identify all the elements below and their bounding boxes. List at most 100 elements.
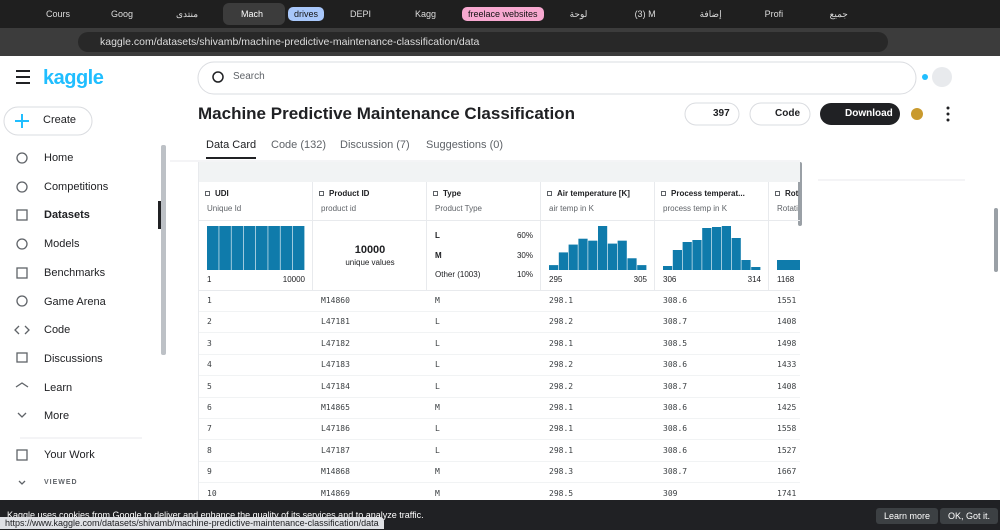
table-cell: 1408 — [777, 317, 797, 327]
column-name: Rot — [785, 189, 799, 198]
code-button[interactable]: Code — [775, 108, 800, 119]
type-label: L — [435, 231, 440, 240]
page-tab[interactable]: Discussion (7) — [340, 139, 410, 151]
table-cell: L — [435, 445, 440, 455]
table-cell: M — [435, 488, 440, 498]
cookie-text: Kaggle uses cookies from Google to deliv… — [7, 510, 424, 520]
column-name: Type — [443, 189, 462, 198]
nav-item[interactable]: More — [44, 410, 70, 423]
tab-group[interactable]: freelace websites — [462, 7, 544, 21]
column-type-icon — [205, 191, 210, 196]
browser-tab[interactable]: جميع — [829, 8, 848, 19]
column-type-icon — [661, 191, 666, 196]
page-tab[interactable]: Suggestions (0) — [426, 139, 504, 151]
histogram-bar — [558, 252, 568, 270]
histogram — [777, 260, 800, 270]
nav-item[interactable]: Competitions — [44, 180, 109, 193]
table-cell: L — [435, 338, 440, 348]
logo[interactable]: kaggle — [43, 67, 104, 89]
browser-tab[interactable]: Goog — [111, 9, 134, 19]
page-tab[interactable]: Data Card — [206, 139, 257, 151]
table-top-strip — [199, 162, 800, 182]
histogram-bar — [598, 226, 608, 270]
browser-tab[interactable]: (3) M — [634, 9, 656, 19]
browser-tab[interactable]: لوحة — [569, 8, 588, 19]
histogram-bar — [231, 226, 244, 270]
table-cell: L47181 — [321, 317, 350, 327]
table-cell: L47183 — [321, 360, 350, 370]
learn-more-button[interactable]: Learn more — [876, 508, 939, 524]
nav-item[interactable]: Datasets — [44, 209, 90, 222]
table-cell: L47182 — [321, 338, 350, 348]
table-cell: L47187 — [321, 445, 350, 455]
row-border — [199, 375, 800, 377]
nav-item[interactable]: Code — [44, 324, 71, 337]
browser-tab[interactable]: إضافة — [699, 8, 722, 19]
histogram-bar — [588, 240, 598, 270]
column-type-icon — [775, 191, 780, 196]
histogram-bar — [627, 258, 637, 270]
nav-item[interactable]: Discussions — [44, 352, 103, 365]
type-label: M — [435, 250, 442, 260]
hist-min: 306 — [663, 275, 677, 284]
histogram-bar — [280, 226, 293, 270]
table-cell: 4 — [207, 360, 212, 370]
browser-tab[interactable]: Cours — [46, 9, 71, 19]
table-cell: 1527 — [777, 445, 797, 455]
table-cell: M — [435, 467, 440, 477]
table-cell: 6 — [207, 403, 212, 412]
browser-tab[interactable]: Kagg — [415, 9, 437, 19]
tab-group[interactable]: drives — [288, 7, 325, 21]
column-description: air temp in K — [549, 204, 594, 213]
table-cell: 5 — [207, 381, 212, 391]
table-cell: 309 — [663, 488, 678, 498]
browser-tab[interactable]: Profi — [764, 9, 784, 19]
browser-tab[interactable]: Mach — [223, 3, 285, 25]
histogram — [549, 226, 647, 270]
unique-label: unique values — [345, 258, 395, 267]
table-cell: 298.5 — [549, 488, 574, 498]
create-button[interactable]: Create — [43, 114, 77, 126]
table-cell: L47186 — [321, 424, 350, 434]
histogram-bar — [663, 266, 673, 270]
column-description: Unique Id — [207, 204, 242, 213]
column-type-icon — [319, 191, 324, 196]
table-cell: L47184 — [321, 381, 350, 391]
download-button[interactable]: Download — [845, 108, 893, 119]
table-cell: 308.7 — [663, 381, 688, 391]
column-divider — [540, 182, 541, 290]
histogram-bar — [751, 267, 761, 270]
hist-min: 1 — [207, 275, 212, 284]
ok-button[interactable]: OK, Got it. — [940, 508, 999, 524]
search-placeholder[interactable]: Search — [233, 71, 265, 82]
nav-item[interactable]: Models — [44, 238, 80, 251]
column-name: Air temperature [K] — [557, 189, 630, 198]
type-label: Other (1003) — [435, 270, 481, 279]
nav-item[interactable]: Game Arena — [44, 295, 106, 308]
table-cell: 1667 — [777, 467, 797, 477]
browser-tab[interactable]: منتدى — [176, 8, 199, 19]
histogram — [207, 226, 305, 270]
table-cell: 1408 — [777, 381, 797, 391]
nav-item[interactable]: Benchmarks — [44, 266, 106, 279]
table-cell: 1433 — [777, 360, 797, 370]
table-cell: M — [435, 403, 440, 412]
histogram-bar — [549, 265, 559, 270]
nav-item[interactable]: Learn — [44, 381, 73, 394]
column-description: Product Type — [435, 204, 482, 213]
browser-tab[interactable]: DEPI — [350, 9, 372, 19]
table-cell: 308.6 — [663, 360, 688, 370]
table-cell: 1 — [207, 296, 212, 305]
column-divider — [426, 182, 427, 290]
histogram-bar — [712, 227, 722, 270]
nav-item[interactable]: Home — [44, 152, 74, 164]
histogram-bar — [256, 226, 268, 270]
row-border — [199, 332, 800, 334]
tab-underline — [206, 157, 256, 159]
vote-count[interactable]: 397 — [713, 108, 730, 119]
your-work[interactable]: Your Work — [44, 449, 95, 461]
histogram-bar — [243, 226, 256, 270]
page-tab[interactable]: Code (132) — [271, 139, 327, 151]
url-field[interactable]: kaggle.com/datasets/shivamb/machine-pred… — [78, 32, 888, 52]
